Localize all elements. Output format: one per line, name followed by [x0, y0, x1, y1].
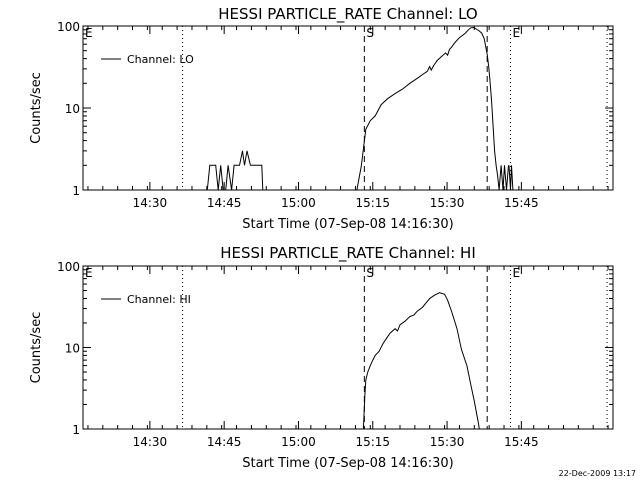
- chart-panel-2: HESSI PARTICLE_RATE Channel: HI E S E 14:30 1…: [29, 244, 614, 471]
- x-axis-label: Start Time (07-Sep-08 14:16:30): [242, 456, 453, 471]
- series-line-segment-2: [356, 26, 509, 191]
- y-tick-label: 10: [65, 342, 80, 356]
- x-tick-label: 14:45: [207, 435, 242, 449]
- marker-label-s: S: [366, 266, 374, 280]
- x-tick-label: 14:30: [133, 196, 168, 210]
- y-tick-label: 100: [57, 20, 80, 34]
- x-tick-label: 14:30: [133, 435, 168, 449]
- x-tick-label: 15:15: [355, 196, 390, 210]
- marker-label-e: E: [512, 266, 520, 280]
- x-tick-label: 15:45: [504, 196, 539, 210]
- y-tick-label: 100: [57, 260, 80, 274]
- chart-panel-1: HESSI PARTICLE_RATE Channel: LO E S E 14:30 1…: [29, 5, 614, 232]
- marker-label-e: E: [85, 26, 93, 40]
- chart-title: HESSI PARTICLE_RATE Channel: HI: [220, 244, 476, 263]
- y-tick-label: 1: [72, 423, 80, 437]
- x-tick-label: 15:15: [355, 435, 390, 449]
- x-tick-label: 15:45: [504, 435, 539, 449]
- legend-entry: Channel: LO: [127, 53, 194, 66]
- x-tick-label: 15:00: [281, 435, 316, 449]
- marker-label-e: E: [85, 266, 93, 280]
- x-tick-label: 15:30: [430, 435, 465, 449]
- x-tick-label: 14:45: [207, 196, 242, 210]
- series-line-segment-1: [206, 150, 264, 191]
- x-tick-label: 15:00: [281, 196, 316, 210]
- y-tick-label: 1: [72, 184, 80, 198]
- y-axis-label: Counts/sec: [29, 312, 44, 384]
- series-line-segment-3: [508, 165, 515, 191]
- plot-frame: [82, 265, 614, 430]
- chart-title: HESSI PARTICLE_RATE Channel: LO: [218, 5, 477, 24]
- plot-frame: [82, 25, 614, 191]
- series-line-segment-1: [362, 292, 480, 430]
- x-tick-label: 15:30: [430, 196, 465, 210]
- x-axis-label: Start Time (07-Sep-08 14:16:30): [242, 217, 453, 232]
- y-axis-label: Counts/sec: [29, 72, 44, 144]
- marker-label-s: S: [366, 26, 374, 40]
- marker-label-e: E: [512, 26, 520, 40]
- timestamp-stamp: 22-Dec-2009 13:17: [558, 469, 636, 478]
- y-tick-label: 10: [65, 102, 80, 116]
- legend-entry: Channel: HI: [127, 293, 191, 306]
